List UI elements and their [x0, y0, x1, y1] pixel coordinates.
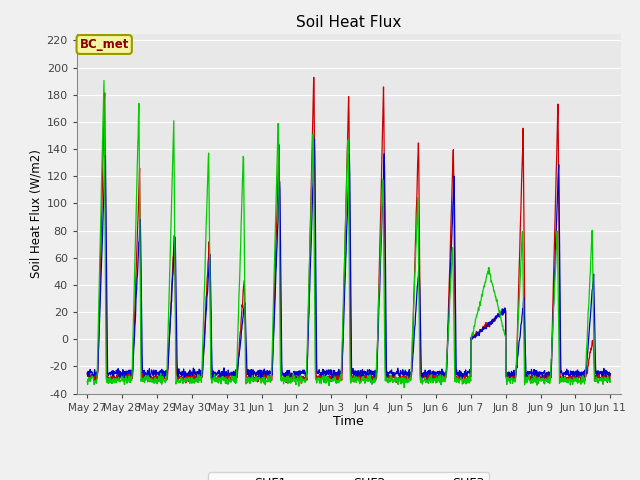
Title: Soil Heat Flux: Soil Heat Flux: [296, 15, 401, 30]
SHF3: [607, 377, 614, 383]
SHF1: [545, 379, 553, 384]
SHF2: [200, 350, 207, 356]
Line: SHF1: SHF1: [87, 77, 611, 384]
X-axis label: Time: Time: [333, 415, 364, 429]
SHF1: [499, 309, 507, 314]
SHF1: [431, 374, 438, 380]
SHF2: [431, 369, 438, 375]
SHF3: [431, 376, 438, 382]
Y-axis label: Soil Heat Flux (W/m2): Soil Heat Flux (W/m2): [29, 149, 42, 278]
SHF2: [187, 370, 195, 376]
SHF1: [259, 372, 266, 378]
SHF1: [83, 371, 91, 377]
SHF2: [83, 370, 91, 376]
Text: BC_met: BC_met: [79, 38, 129, 51]
SHF2: [294, 377, 301, 383]
SHF3: [100, 78, 108, 84]
Line: SHF3: SHF3: [87, 81, 611, 388]
SHF1: [310, 74, 317, 80]
SHF2: [607, 371, 614, 376]
SHF3: [259, 375, 266, 381]
SHF2: [259, 374, 266, 380]
SHF2: [499, 312, 507, 318]
SHF1: [187, 373, 195, 379]
SHF3: [83, 379, 91, 384]
Line: SHF2: SHF2: [87, 139, 611, 380]
SHF2: [310, 136, 318, 142]
SHF3: [499, 323, 507, 328]
SHF1: [607, 372, 614, 378]
SHF3: [401, 385, 408, 391]
SHF2: [545, 371, 553, 377]
SHF1: [298, 381, 305, 386]
Legend: SHF1, SHF2, SHF3: SHF1, SHF2, SHF3: [209, 472, 489, 480]
SHF3: [545, 377, 553, 383]
SHF3: [188, 375, 195, 381]
SHF3: [200, 299, 208, 304]
SHF1: [200, 351, 207, 357]
